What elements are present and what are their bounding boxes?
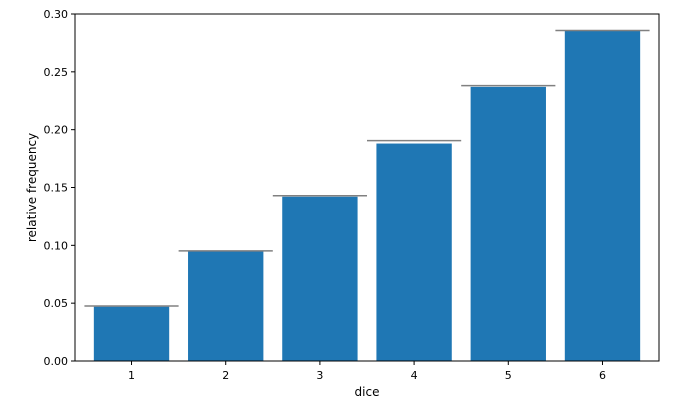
y-tick-label: 0.00	[44, 355, 69, 368]
y-tick-label: 0.30	[44, 8, 69, 21]
bar-5	[470, 86, 546, 362]
bar-4	[376, 143, 452, 361]
y-tick-label: 0.15	[44, 182, 69, 195]
x-tick-label: 4	[411, 369, 418, 382]
bar-1	[93, 306, 170, 361]
expected-lines-group	[84, 29, 650, 307]
x-tick-label: 5	[505, 369, 512, 382]
x-axis: 1 2 3 4 5 6	[128, 361, 606, 382]
bar-3	[282, 196, 358, 361]
x-axis-label: dice	[355, 385, 380, 399]
y-tick-label: 0.20	[44, 124, 69, 137]
x-tick-label: 3	[316, 369, 323, 382]
y-axis-label: relative frequency	[25, 133, 39, 242]
bars-group	[93, 30, 641, 362]
x-tick-label: 1	[128, 369, 135, 382]
x-tick-label: 6	[599, 369, 606, 382]
bar-6	[564, 30, 641, 362]
x-tick-label: 2	[222, 369, 229, 382]
y-axis: 0.00 0.05 0.10 0.15 0.20 0.25 0.30	[44, 8, 75, 368]
bar-2	[188, 251, 264, 361]
y-tick-label: 0.25	[44, 66, 69, 79]
y-tick-label: 0.05	[44, 297, 69, 310]
y-tick-label: 0.10	[44, 239, 69, 252]
